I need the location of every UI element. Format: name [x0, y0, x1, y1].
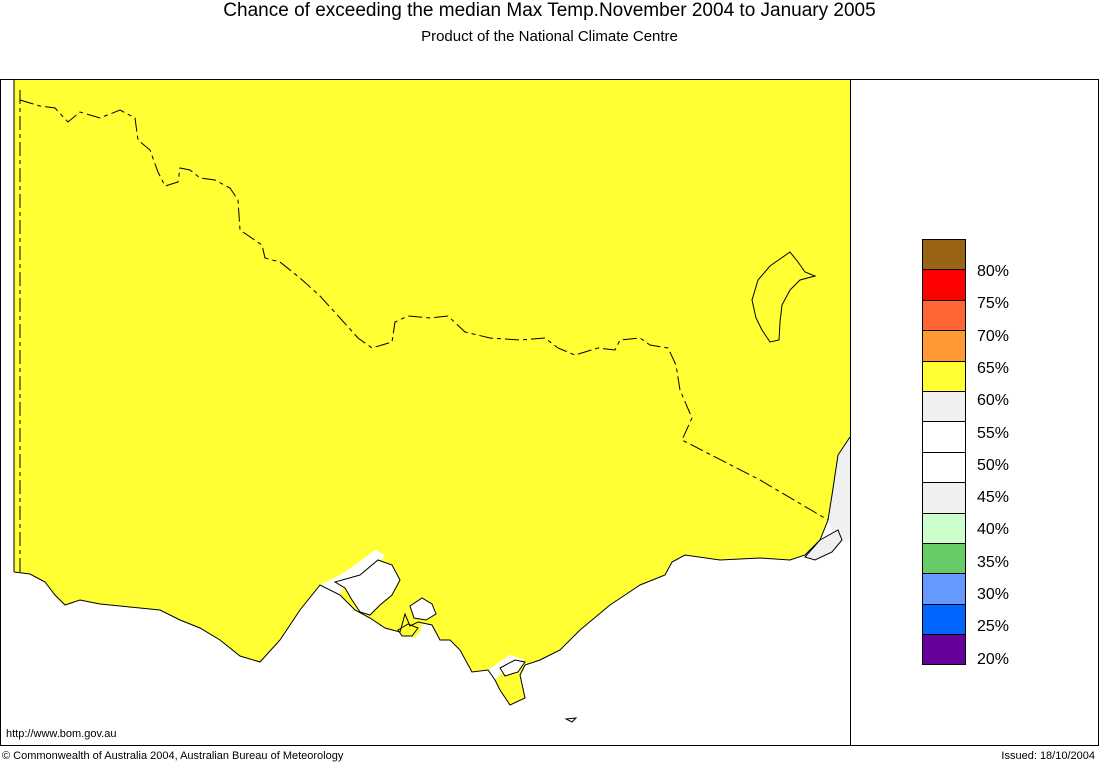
legend-label: 55% [977, 424, 1010, 442]
legend-swatch [922, 634, 966, 666]
legend-label: 20% [977, 650, 1010, 668]
legend-swatch [922, 299, 966, 332]
legend-label: 65% [977, 359, 1010, 377]
east-coast-grey-strip [804, 529, 843, 561]
port-phillip-bay [333, 559, 401, 616]
legend-swatch [922, 542, 966, 575]
legend-label: 60% [977, 392, 1010, 410]
legend-label: 70% [977, 327, 1010, 345]
legend-label: 35% [977, 553, 1010, 571]
legend-swatch [922, 330, 966, 362]
legend-swatch [922, 390, 966, 423]
legend-label: 25% [977, 618, 1010, 636]
legend-label: 45% [977, 489, 1010, 507]
legend-divider [850, 79, 851, 746]
legend-swatch [922, 573, 966, 605]
phillip-island [397, 623, 419, 637]
map-title: Chance of exceeding the median Max Temp.… [223, 0, 876, 21]
legend-swatch [922, 603, 966, 636]
copyright-notice: © Commonwealth of Australia 2004, Austra… [2, 750, 344, 762]
legend-label: 30% [977, 586, 1010, 603]
land-region [14, 80, 850, 705]
legend-swatch [922, 421, 966, 453]
legend-swatch [922, 482, 966, 514]
legend-swatch [922, 451, 966, 484]
victoria-map [13, 80, 851, 723]
lake-outline [751, 251, 817, 343]
legend-swatches [922, 239, 966, 666]
legend-swatch [922, 360, 966, 392]
state-border-nsw [19, 99, 829, 521]
legend-swatch [922, 269, 966, 301]
map-subtitle: Product of the National Climate Centre [421, 28, 678, 45]
source-url[interactable]: http://www.bom.gov.au [6, 728, 117, 740]
legend-swatch [922, 239, 966, 271]
coastline [13, 436, 851, 706]
east-coast-region [828, 437, 850, 540]
corner-inlet [499, 659, 526, 677]
legend-label: 50% [977, 456, 1010, 474]
legend-swatch [922, 512, 966, 544]
western-port [409, 597, 437, 621]
legend-label: 80% [977, 263, 1010, 280]
south-island-mark [564, 717, 578, 723]
legend-label: 75% [977, 295, 1010, 313]
legend-label: 40% [977, 521, 1010, 539]
issued-date: Issued: 18/10/2004 [1001, 750, 1095, 762]
